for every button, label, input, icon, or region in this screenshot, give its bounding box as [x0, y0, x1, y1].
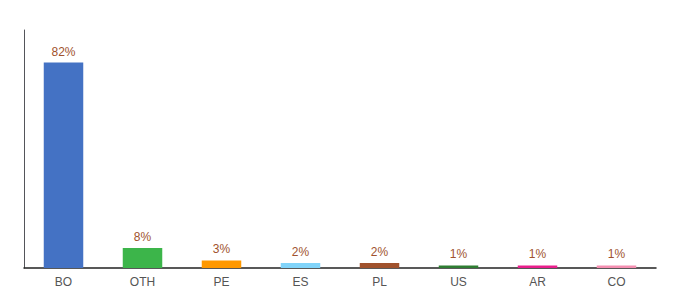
svg-text:2%: 2%	[371, 245, 389, 259]
svg-text:1%: 1%	[529, 247, 547, 261]
svg-text:ES: ES	[292, 275, 308, 289]
svg-text:8%: 8%	[134, 230, 152, 244]
svg-text:BO: BO	[55, 275, 72, 289]
svg-text:OTH: OTH	[130, 275, 155, 289]
svg-text:AR: AR	[529, 275, 546, 289]
svg-text:1%: 1%	[608, 247, 626, 261]
svg-text:PL: PL	[372, 275, 387, 289]
svg-text:82%: 82%	[51, 45, 75, 59]
svg-text:CO: CO	[608, 275, 626, 289]
svg-text:PE: PE	[213, 275, 229, 289]
svg-text:1%: 1%	[450, 247, 468, 261]
svg-text:2%: 2%	[292, 245, 310, 259]
svg-text:US: US	[450, 275, 467, 289]
svg-text:3%: 3%	[213, 242, 231, 256]
